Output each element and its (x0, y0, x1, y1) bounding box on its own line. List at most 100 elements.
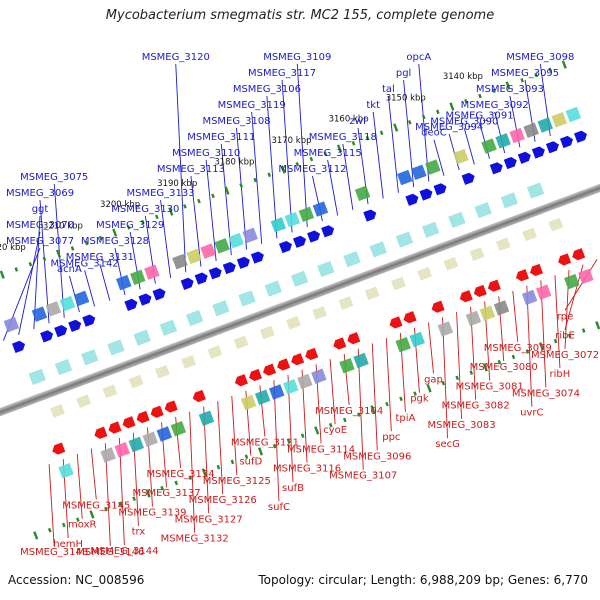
gene-label[interactable]: tpiA (395, 413, 415, 424)
gene-label[interactable]: MSMEG_3091 (445, 111, 513, 122)
scale-tick (455, 375, 460, 381)
gene-label[interactable]: MSMEG_3081 (456, 381, 524, 392)
gene-label[interactable]: MSMEG_3083 (428, 420, 496, 431)
gene-label[interactable]: rpe (557, 311, 574, 322)
gene-labels: MSMEG_3098 MSMEG_3095 MSMEG_3093 MSMEG_3092… (6, 52, 599, 558)
gene-label[interactable]: MSMEG_3112 (278, 164, 346, 175)
scale-tick (33, 531, 39, 540)
gene-label[interactable]: MSMEG_3110 (172, 148, 240, 159)
gene-label[interactable]: MSMEG_3106 (233, 84, 301, 95)
gene-label[interactable]: hemH (53, 539, 83, 550)
gene-label[interactable]: pgl (396, 68, 411, 79)
gene-label[interactable]: MSMEG_3132 (161, 534, 229, 545)
gene-label[interactable]: MSMEG_3111 (187, 132, 255, 143)
gene-label[interactable]: gap (424, 374, 443, 385)
gene-label[interactable]: MSMEG_3148 (20, 547, 88, 558)
gene-label[interactable]: MSMEG_3108 (202, 116, 270, 127)
gene-label[interactable]: MSMEG_3133 (126, 188, 194, 199)
leader-line (372, 111, 384, 199)
gene-label[interactable]: ggt (32, 204, 49, 215)
gene-label[interactable]: deoC (421, 128, 447, 139)
leader-line (385, 338, 392, 432)
gene-label[interactable]: MSMEG_3125 (203, 476, 271, 487)
gene-label[interactable]: MSMEG_3130 (111, 204, 179, 215)
gene-label[interactable]: uvrC (520, 408, 543, 419)
gene-label[interactable]: MSMEG_3139 (118, 507, 186, 518)
leader-line (442, 317, 448, 439)
gene-label[interactable]: cyoE (323, 425, 347, 436)
gene-label[interactable]: MSMEG_3131 (66, 252, 134, 263)
gene-label[interactable]: MSMEG_3146 (76, 547, 144, 558)
gene-label[interactable]: MSMEG_3145 (62, 500, 130, 511)
gene-label[interactable]: MSMEG_3128 (81, 236, 149, 247)
gene-label[interactable]: MSMEG_3095 (491, 68, 559, 79)
gene-label[interactable]: MSMEG_3090 (430, 116, 498, 127)
gene-label[interactable]: zwf (350, 116, 367, 127)
gene-label[interactable]: sufD (239, 457, 262, 468)
gene-label[interactable]: MSMEG_3094 (415, 122, 483, 133)
gc-box (81, 349, 99, 366)
scale-tick (160, 485, 164, 491)
gene-label[interactable]: MSMEG_3113 (157, 164, 225, 175)
gene-label[interactable]: MSMEG_3116 (273, 464, 341, 475)
gene-label[interactable]: MSMEG_3144 (90, 546, 158, 557)
gene-label[interactable]: MSMEG_3069 (6, 188, 74, 199)
gene-label[interactable]: sufC (268, 502, 290, 513)
gene-label[interactable]: MSMEG_3142 (51, 258, 119, 269)
gene-label[interactable]: MSMEG_3092 (461, 100, 529, 111)
gene-label[interactable]: ppc (382, 432, 400, 443)
gc-box (50, 404, 65, 418)
gene-label[interactable]: MSMEG_3082 (442, 401, 510, 412)
gene-label[interactable]: MSMEG_3080 (470, 362, 538, 373)
gene-label[interactable]: MSMEG_3117 (248, 68, 316, 79)
gc-box (133, 329, 151, 346)
gene-label[interactable]: MSMEG_3119 (218, 100, 286, 111)
scale-tick (47, 527, 52, 533)
gene-label[interactable]: MSMEG_3098 (506, 52, 574, 63)
gene-label[interactable]: MSMEG_3079 (484, 343, 552, 354)
gene-label[interactable]: MSMEG_3096 (343, 451, 411, 462)
gene-label[interactable]: moxR (68, 520, 96, 531)
gene-label[interactable]: secG (435, 439, 460, 450)
gc-box (54, 358, 73, 376)
leader-line (418, 63, 430, 182)
gc-box (522, 227, 537, 242)
gene-label[interactable]: MSMEG_3070 (6, 220, 74, 231)
gene-label[interactable]: MSMEG_3107 (329, 471, 397, 482)
gene-label[interactable]: MSMEG_3126 (189, 495, 257, 506)
gene-label[interactable]: MSMEG_3093 (476, 84, 544, 95)
gene-label[interactable]: MSMEG_3115 (294, 148, 362, 159)
gene-label[interactable]: MSMEG_3127 (175, 514, 243, 525)
gene-label[interactable]: ribE (555, 331, 575, 342)
gene-label[interactable]: ribH (550, 369, 571, 380)
forward-gene-arrow (293, 235, 307, 248)
gene-label[interactable]: MSMEG_3121 (231, 437, 299, 448)
gene-label[interactable]: sufB (282, 483, 304, 494)
gene-label[interactable]: MSMEG_3114 (287, 444, 355, 455)
gene-label[interactable]: opcA (406, 52, 431, 63)
gene-heatmap-cell (311, 368, 327, 384)
gene-label[interactable]: pgk (410, 394, 429, 405)
gene-label[interactable]: MSMEG_3137 (132, 488, 200, 499)
gene-label[interactable]: MSMEG_3109 (263, 52, 331, 63)
gene-label[interactable]: trx (132, 527, 146, 538)
leader-line (281, 79, 293, 233)
scale-tick (201, 468, 207, 477)
gene-label[interactable]: tal (382, 84, 395, 95)
gene-label[interactable]: MSMEG_3120 (142, 52, 210, 63)
gene-label[interactable]: MSMEG_3104 (315, 406, 383, 417)
gene-label[interactable]: acnA (57, 264, 82, 275)
gene-heatmap-cell (453, 148, 469, 165)
gene-label[interactable]: MSMEG_3072 (531, 350, 599, 361)
gene-label[interactable]: MSMEG_3074 (512, 388, 580, 399)
gene-label[interactable]: MSMEG_3129 (96, 220, 164, 231)
gc-box (338, 296, 354, 310)
gene-label[interactable]: MSMEG_3077 (6, 236, 74, 247)
gene-label[interactable]: MSMEG_3075 (20, 172, 88, 183)
reverse-gene-arrow (108, 421, 122, 434)
gene-label[interactable]: tkt (366, 100, 380, 111)
gene-label[interactable]: MSMEG_3134 (147, 469, 215, 480)
gene-label[interactable]: MSMEG_3118 (309, 132, 377, 143)
scale-tick (561, 60, 567, 69)
scale-tick (328, 422, 333, 428)
